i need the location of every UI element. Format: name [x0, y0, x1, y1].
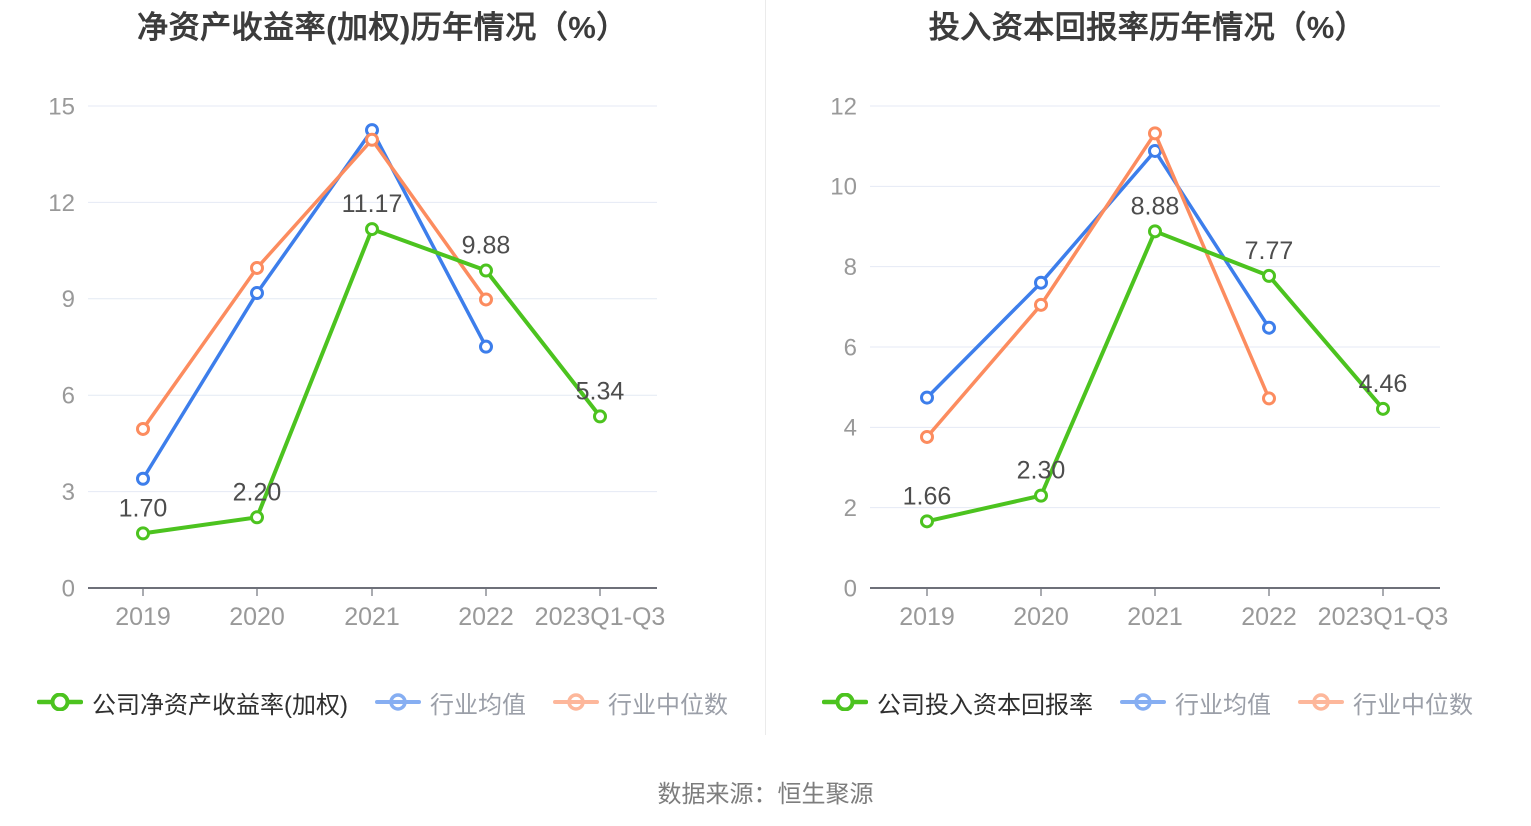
data-source-text: 数据来源：恒生聚源 [657, 781, 874, 808]
data-point-marker [1262, 391, 1276, 406]
data-point-label: 11.17 [342, 190, 403, 218]
roe-chart-legend: 公司净资产收益率(加权) 行业均值 行业中位数 [0, 685, 765, 720]
y-axis-tick-label: 12 [830, 93, 857, 120]
roic-chart-canvas: 0 2 4 6 8 10 12 2019 2020 2021 2022 2023Q1-Q3 1.66 2.… [830, 93, 1449, 631]
charts-row: 净资产收益率(加权)历年情况（%） 0 3 6 9 12 15 2019 2020 2021 20… [0, 0, 1530, 745]
y-axis-tick-label: 0 [844, 575, 857, 602]
y-axis-tick-label: 12 [48, 190, 75, 217]
x-axis-tick-label: 2020 [1013, 603, 1069, 631]
x-axis-tick-label: 2021 [1127, 603, 1183, 631]
data-point-marker [1034, 488, 1048, 503]
data-point-label: 2.20 [233, 478, 282, 506]
legend-marker-icon [374, 693, 421, 711]
x-axis-tick-label: 2019 [115, 603, 171, 631]
y-axis-tick-label: 15 [48, 93, 75, 120]
data-point-label: 5.34 [576, 377, 625, 405]
data-point-label: 4.46 [1359, 370, 1408, 398]
legend-item-company[interactable]: 公司投入资本回报率 [822, 685, 1093, 720]
data-point-label: 1.66 [903, 482, 952, 510]
data-point-marker [593, 409, 607, 424]
series-line-industry-median [925, 131, 1271, 439]
data-point-marker [1262, 268, 1276, 283]
roic-chart-title: 投入资本回报率历年情况（%） [928, 10, 1367, 45]
data-point-marker [479, 263, 493, 278]
x-axis-tick-label: 2022 [1241, 603, 1297, 631]
data-point-label: 9.88 [462, 232, 511, 260]
legend-label: 行业中位数 [607, 691, 728, 719]
legend-marker-icon [37, 693, 83, 711]
data-point-marker [136, 471, 150, 486]
data-point-marker [1034, 275, 1048, 290]
x-axis-tick-label: 2023Q1-Q3 [1318, 603, 1449, 631]
legend-item-industry-mean[interactable]: 行业均值 [1120, 685, 1271, 720]
data-point-marker [365, 222, 379, 237]
roe-chart-title: 净资产收益率(加权)历年情况（%） [137, 10, 628, 45]
roic-chart-legend: 公司投入资本回报率 行业均值 行业中位数 [765, 685, 1530, 720]
legend-label: 公司净资产收益率(加权) [92, 691, 348, 719]
roic-chart-panel: 投入资本回报率历年情况（%） 0 2 4 6 8 10 12 2019 2020 2021 2022… [765, 0, 1530, 745]
data-point-marker [1148, 126, 1162, 141]
legend-item-industry-mean[interactable]: 行业均值 [374, 685, 526, 720]
data-point-marker [1376, 401, 1390, 416]
legend-item-industry-median[interactable]: 行业中位数 [552, 685, 728, 720]
data-point-marker [1262, 320, 1276, 335]
series-line-industry-median [141, 137, 488, 431]
data-point-marker [365, 132, 379, 147]
legend-marker-icon [822, 693, 868, 711]
data-point-marker [1148, 143, 1162, 158]
data-point-marker [920, 514, 934, 529]
legend-label: 公司投入资本回报率 [877, 691, 1093, 719]
data-point-marker [250, 510, 264, 525]
y-axis-tick-label: 0 [62, 575, 75, 602]
data-point-label: 2.30 [1017, 457, 1066, 485]
x-axis-tick-label: 2022 [458, 603, 514, 631]
panel-divider [765, 0, 766, 735]
x-axis-tick-label: 2023Q1-Q3 [535, 603, 666, 631]
series-line-company [141, 227, 602, 536]
legend-item-company[interactable]: 公司净资产收益率(加权) [37, 685, 348, 720]
data-point-label: 7.77 [1245, 237, 1294, 265]
legend-item-industry-median[interactable]: 行业中位数 [1298, 685, 1473, 720]
data-point-marker [250, 260, 264, 275]
roe-chart-canvas: 0 3 6 9 12 15 2019 2020 2021 2022 2023Q1-Q3 1.70 2.2… [48, 93, 666, 631]
y-axis-tick-label: 3 [62, 479, 75, 506]
y-axis-tick-label: 2 [844, 495, 857, 522]
legend-marker-icon [1120, 693, 1166, 711]
data-point-label: 8.88 [1131, 192, 1180, 220]
data-point-label: 1.70 [119, 494, 168, 522]
legend-label: 行业中位数 [1353, 691, 1473, 719]
y-axis-tick-label: 6 [62, 383, 75, 410]
y-axis-tick-label: 4 [844, 415, 857, 442]
x-axis-tick-label: 2021 [344, 603, 400, 631]
data-point-marker [136, 526, 150, 541]
legend-marker-icon [552, 693, 599, 711]
y-axis-tick-label: 10 [830, 174, 857, 201]
data-point-marker [1148, 224, 1162, 239]
data-point-marker [920, 390, 934, 405]
data-point-marker [1034, 297, 1048, 312]
data-point-marker [479, 292, 493, 307]
series-line-industry-mean [141, 128, 488, 481]
data-point-marker [136, 421, 150, 436]
legend-label: 行业均值 [1175, 691, 1271, 719]
roe-chart-panel: 净资产收益率(加权)历年情况（%） 0 3 6 9 12 15 2019 2020 2021 20… [0, 0, 765, 745]
y-axis-tick-label: 9 [62, 286, 75, 313]
y-axis-tick-label: 6 [844, 334, 857, 361]
series-line-company [925, 229, 1385, 524]
legend-marker-icon [1298, 693, 1344, 711]
data-point-marker [250, 286, 264, 301]
x-axis-tick-label: 2020 [229, 603, 285, 631]
data-point-marker [479, 339, 493, 354]
y-axis-tick-label: 8 [844, 254, 857, 281]
legend-label: 行业均值 [429, 691, 526, 719]
x-axis-tick-label: 2019 [899, 603, 955, 631]
data-point-marker [920, 429, 934, 444]
